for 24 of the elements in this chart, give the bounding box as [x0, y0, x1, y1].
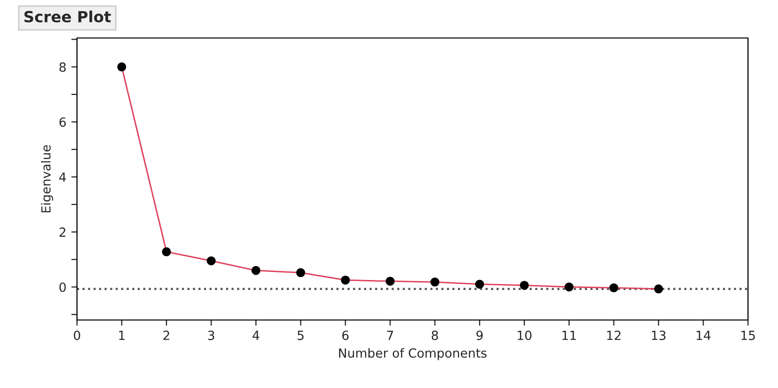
y-tick-label: 8: [59, 62, 66, 72]
y-tick-label: 6: [60, 117, 66, 127]
x-tick-label: 8: [432, 330, 438, 340]
x-axis-title: Number of Components: [339, 348, 487, 360]
y-tick-label: 4: [59, 172, 66, 182]
chart-title: Scree Plot: [24, 10, 111, 22]
x-tick-label: 9: [476, 330, 483, 340]
x-tick-label: 3: [208, 330, 214, 340]
x-tick-label: 0: [74, 330, 80, 340]
x-tick-label: 15: [741, 330, 755, 340]
x-tick-label: 5: [298, 330, 304, 340]
x-tick-label: 7: [387, 330, 394, 340]
x-tick-label: 12: [607, 330, 620, 340]
y-axis-title: Eigenvalue: [40, 145, 54, 212]
x-tick-label: 10: [518, 330, 532, 340]
x-tick-label: 1: [119, 330, 125, 340]
x-tick-label: 2: [163, 330, 170, 340]
x-tick-label: 6: [342, 330, 349, 340]
y-tick-label: 2: [60, 227, 66, 237]
x-tick-label: 4: [252, 330, 260, 340]
x-tick-label: 11: [562, 330, 576, 340]
y-tick-label: 0: [59, 282, 66, 292]
x-tick-label: 14: [696, 330, 711, 340]
x-tick-label: 13: [652, 330, 666, 340]
